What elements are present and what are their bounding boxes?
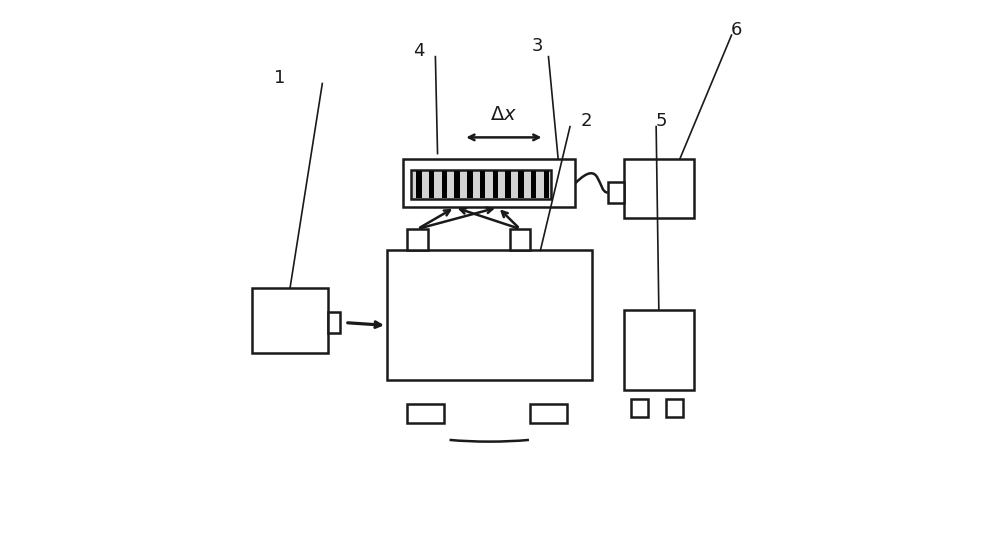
Bar <box>666 399 683 417</box>
Bar <box>442 171 447 197</box>
Bar <box>544 171 549 197</box>
Bar <box>252 288 328 353</box>
Bar <box>429 171 434 197</box>
Text: 1: 1 <box>274 69 285 87</box>
Bar <box>480 171 485 197</box>
Text: $\Delta x$: $\Delta x$ <box>490 105 517 124</box>
Bar <box>505 171 511 197</box>
Bar <box>518 171 524 197</box>
Bar <box>387 250 592 380</box>
Bar <box>531 171 536 197</box>
Bar <box>608 182 624 203</box>
Bar <box>493 171 498 197</box>
Bar <box>467 171 473 197</box>
Bar <box>416 171 422 197</box>
Bar <box>403 159 575 207</box>
Text: 3: 3 <box>532 37 543 55</box>
Bar <box>530 404 567 423</box>
Bar <box>328 312 340 333</box>
Bar <box>624 310 694 391</box>
Text: 5: 5 <box>656 112 667 130</box>
Bar <box>454 171 460 197</box>
Bar <box>624 159 694 218</box>
Text: 6: 6 <box>731 21 743 39</box>
Bar <box>631 399 648 417</box>
Bar <box>411 170 551 199</box>
Text: 2: 2 <box>580 112 592 130</box>
Bar <box>407 229 428 250</box>
Bar <box>407 404 444 423</box>
Text: 4: 4 <box>413 42 425 60</box>
Bar <box>510 229 530 250</box>
